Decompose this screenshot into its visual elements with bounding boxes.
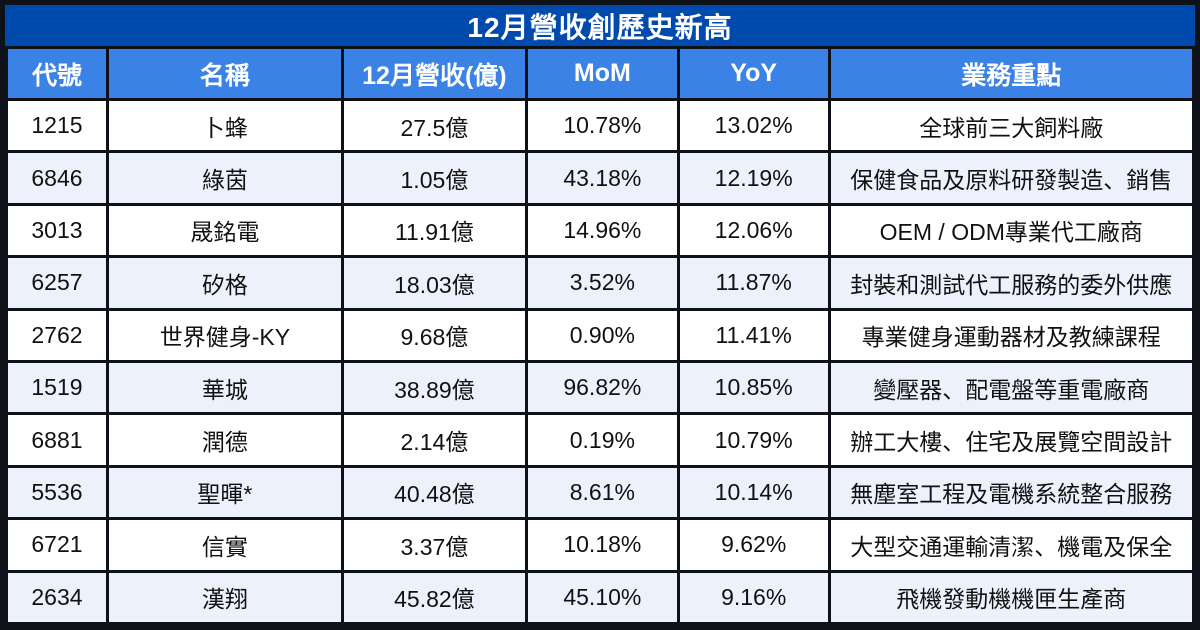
cell-mom: 10.18% (524, 517, 680, 573)
cell-business: 大型交通運輸清潔、機電及保全 (827, 517, 1196, 573)
revenue-table: 代號 名稱 12月營收(億) MoM YoY 業務重點 1215 卜蜂 27.5… (5, 46, 1196, 626)
cell-revenue: 27.5億 (340, 97, 528, 154)
cell-revenue: 3.37億 (340, 517, 528, 573)
cell-business: 全球前三大飼料廠 (827, 97, 1196, 154)
cell-mom: 43.18% (524, 150, 680, 206)
table-row: 5536 聖暉* 40.48億 8.61% 10.14% 無塵室工程及電機系統整… (5, 464, 1196, 521)
cell-revenue: 2.14億 (340, 412, 528, 468)
table-row: 6881 潤德 2.14億 0.19% 10.79% 辦工大樓、住宅及展覽空間設… (5, 412, 1196, 468)
column-header-mom: MoM (524, 46, 680, 101)
cell-yoy: 12.19% (676, 150, 831, 206)
cell-stock-name: 綠茵 (105, 150, 344, 206)
column-header-business: 業務重點 (827, 46, 1196, 101)
cell-business: 封裝和測試代工服務的委外供應 (827, 255, 1196, 311)
cell-stock-code: 2762 (5, 307, 109, 363)
cell-revenue: 40.48億 (340, 464, 528, 521)
cell-yoy: 10.79% (676, 412, 831, 468)
cell-mom: 14.96% (524, 202, 680, 259)
table-title: 12月營收創歷史新高 (5, 5, 1195, 46)
cell-yoy: 9.62% (676, 517, 831, 573)
cell-yoy: 9.16% (676, 569, 831, 626)
column-header-code: 代號 (5, 46, 109, 101)
column-header-yoy: YoY (676, 46, 831, 101)
table-row: 6721 信實 3.37億 10.18% 9.62% 大型交通運輸清潔、機電及保… (5, 517, 1196, 573)
cell-yoy: 11.87% (676, 255, 831, 311)
table-row: 3013 晟銘電 11.91億 14.96% 12.06% OEM / ODM專… (5, 202, 1196, 259)
cell-stock-code: 2634 (5, 569, 109, 626)
table-row: 2762 世界健身-KY 9.68億 0.90% 11.41% 專業健身運動器材… (5, 307, 1196, 363)
cell-mom: 96.82% (524, 359, 680, 416)
cell-stock-name: 華城 (105, 359, 344, 416)
cell-business: 飛機發動機機匣生產商 (827, 569, 1196, 626)
cell-stock-code: 1215 (5, 97, 109, 154)
cell-business: 變壓器、配電盤等重電廠商 (827, 359, 1196, 416)
cell-revenue: 18.03億 (340, 255, 528, 311)
cell-business: 保健食品及原料研發製造、銷售 (827, 150, 1196, 206)
cell-stock-name: 晟銘電 (105, 202, 344, 259)
cell-yoy: 10.14% (676, 464, 831, 521)
header-row: 代號 名稱 12月營收(億) MoM YoY 業務重點 (5, 46, 1196, 101)
cell-stock-name: 信實 (105, 517, 344, 573)
cell-stock-name: 潤德 (105, 412, 344, 468)
cell-stock-name: 矽格 (105, 255, 344, 311)
table-row: 2634 漢翔 45.82億 45.10% 9.16% 飛機發動機機匣生產商 (5, 569, 1196, 626)
cell-revenue: 1.05億 (340, 150, 528, 206)
cell-mom: 0.90% (524, 307, 680, 363)
cell-mom: 8.61% (524, 464, 680, 521)
column-header-revenue: 12月營收(億) (340, 46, 528, 101)
table-row: 6257 矽格 18.03億 3.52% 11.87% 封裝和測試代工服務的委外… (5, 255, 1196, 311)
cell-revenue: 45.82億 (340, 569, 528, 626)
cell-mom: 0.19% (524, 412, 680, 468)
cell-yoy: 13.02% (676, 97, 831, 154)
cell-business: OEM / ODM專業代工廠商 (827, 202, 1196, 259)
cell-stock-code: 6721 (5, 517, 109, 573)
cell-stock-code: 3013 (5, 202, 109, 259)
cell-revenue: 9.68億 (340, 307, 528, 363)
cell-stock-name: 聖暉* (105, 464, 344, 521)
cell-business: 辦工大樓、住宅及展覽空間設計 (827, 412, 1196, 468)
cell-stock-code: 6881 (5, 412, 109, 468)
cell-yoy: 11.41% (676, 307, 831, 363)
cell-revenue: 11.91億 (340, 202, 528, 259)
cell-stock-code: 1519 (5, 359, 109, 416)
cell-stock-name: 世界健身-KY (105, 307, 344, 363)
table-row: 1519 華城 38.89億 96.82% 10.85% 變壓器、配電盤等重電廠… (5, 359, 1196, 416)
cell-revenue: 38.89億 (340, 359, 528, 416)
table-body: 1215 卜蜂 27.5億 10.78% 13.02% 全球前三大飼料廠 684… (5, 97, 1196, 626)
cell-stock-name: 卜蜂 (105, 97, 344, 154)
cell-stock-code: 5536 (5, 464, 109, 521)
cell-stock-code: 6846 (5, 150, 109, 206)
cell-mom: 45.10% (524, 569, 680, 626)
cell-mom: 3.52% (524, 255, 680, 311)
cell-yoy: 12.06% (676, 202, 831, 259)
column-header-name: 名稱 (105, 46, 344, 101)
table-row: 1215 卜蜂 27.5億 10.78% 13.02% 全球前三大飼料廠 (5, 97, 1196, 154)
cell-stock-code: 6257 (5, 255, 109, 311)
cell-yoy: 10.85% (676, 359, 831, 416)
cell-mom: 10.78% (524, 97, 680, 154)
cell-business: 專業健身運動器材及教練課程 (827, 307, 1196, 363)
cell-business: 無塵室工程及電機系統整合服務 (827, 464, 1196, 521)
cell-stock-name: 漢翔 (105, 569, 344, 626)
table-row: 6846 綠茵 1.05億 43.18% 12.19% 保健食品及原料研發製造、… (5, 150, 1196, 206)
